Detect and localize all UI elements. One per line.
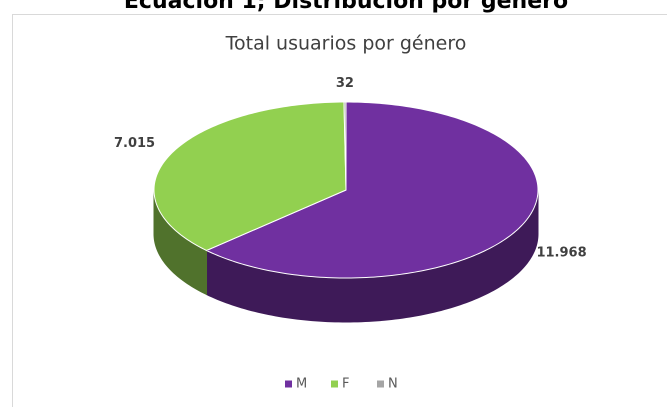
slice [153,101,347,252]
legend-swatch [331,380,338,388]
legend-swatch [285,380,292,388]
data-label: 11.968 [536,246,586,261]
legend-label: F [342,377,349,392]
legend-label: M [296,377,307,392]
data-label: 7.015 [114,136,155,151]
data-label: 32 [336,76,354,91]
heading: Ecuación 1; Distribución por género [124,0,568,14]
slice [343,101,347,191]
legend-label: N [388,377,398,392]
legend-swatch [377,380,384,388]
slice [205,101,539,279]
chart-title: Total usuarios por género [225,33,467,55]
